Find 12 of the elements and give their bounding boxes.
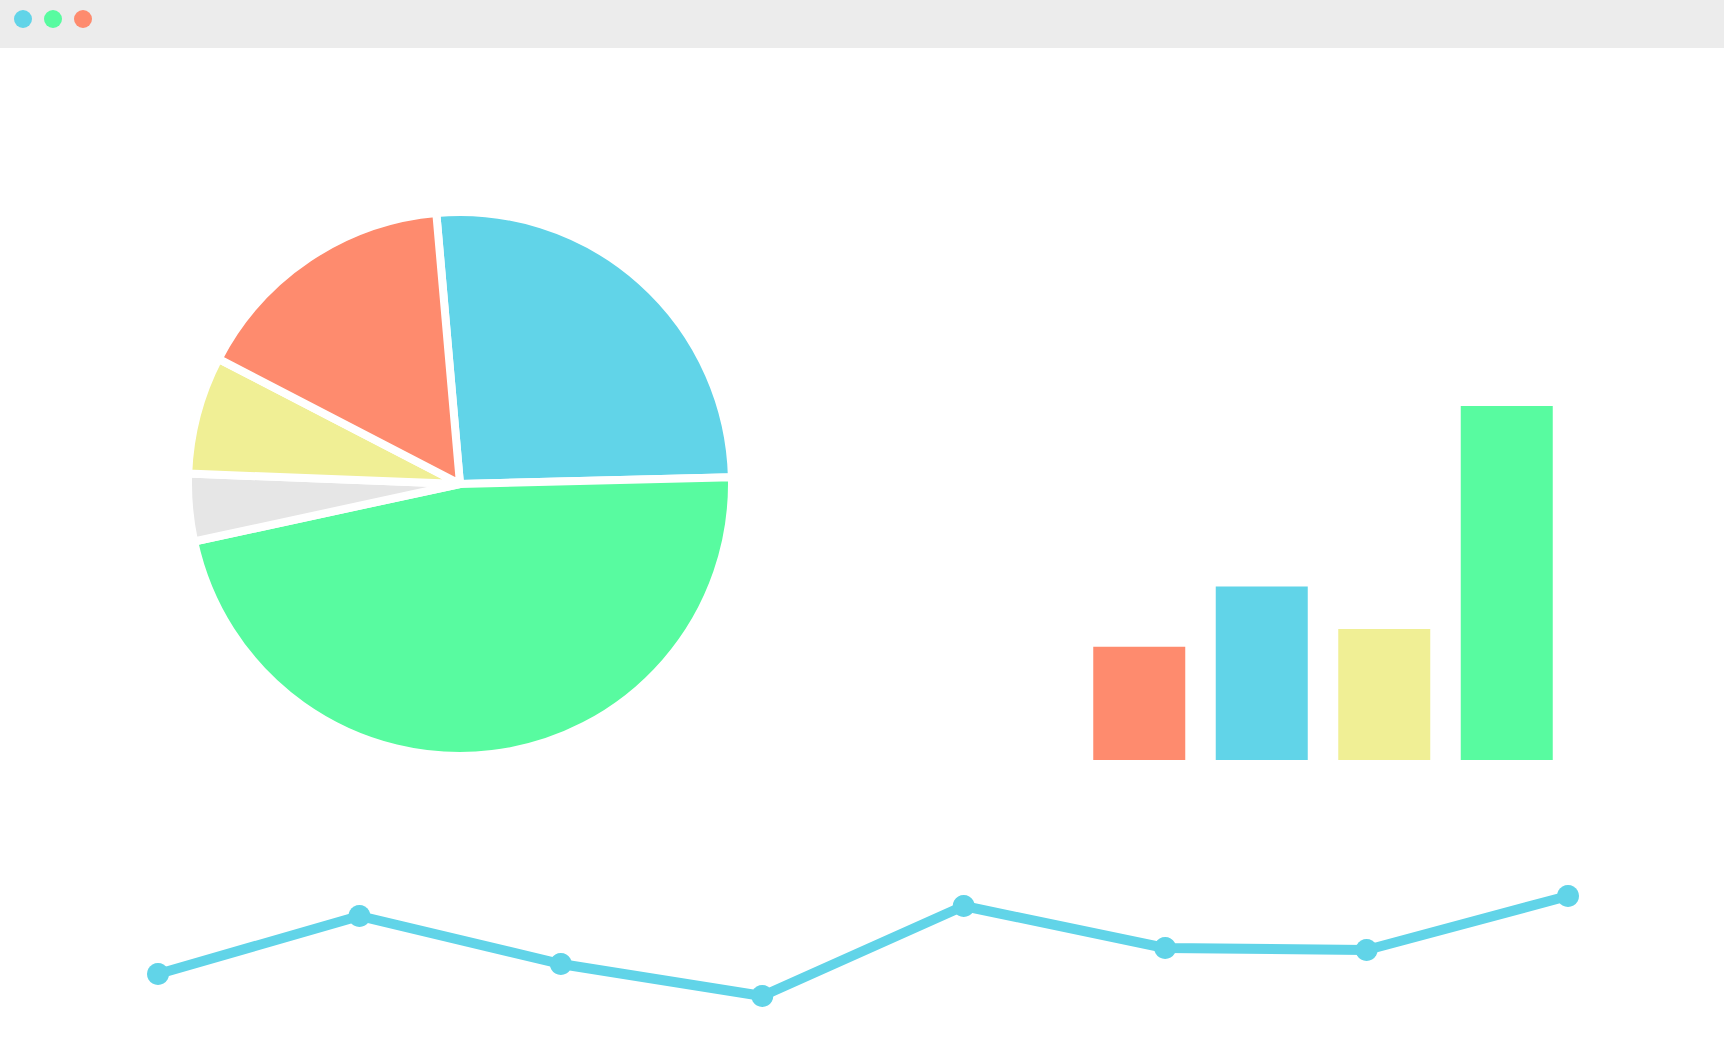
point	[952, 895, 975, 917]
point	[147, 963, 169, 985]
bar	[1338, 629, 1431, 760]
bar	[1460, 406, 1553, 760]
point	[1355, 939, 1378, 961]
point	[348, 905, 371, 927]
point	[1557, 885, 1579, 907]
bar	[1093, 646, 1186, 760]
point	[1154, 937, 1177, 959]
bar	[1215, 586, 1308, 760]
point	[751, 985, 774, 1007]
point	[549, 953, 572, 975]
